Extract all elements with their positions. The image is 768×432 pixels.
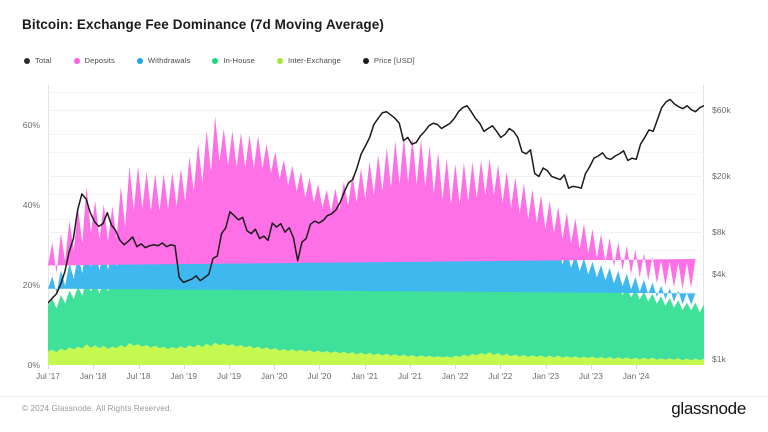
footer-divider xyxy=(0,396,768,397)
x-axis-tick-mark xyxy=(500,365,502,369)
x-axis-tick-label: Jul '21 xyxy=(397,371,422,381)
legend-item-price-usd[interactable]: Price [USD] xyxy=(362,56,415,65)
x-axis-tick-mark xyxy=(93,365,95,369)
x-axis-tick-mark xyxy=(183,365,185,369)
legend-dot-icon xyxy=(212,57,219,64)
x-axis-tick-mark xyxy=(364,365,366,369)
y-axis-right-tick-label: $1k xyxy=(712,353,726,364)
legend-item-label: Deposits xyxy=(84,56,115,65)
x-axis-tick-mark xyxy=(636,365,638,369)
brand-logo: glassnode xyxy=(671,399,746,418)
y-axis-left-tick-label: 60% xyxy=(22,120,40,130)
y-axis-right-tick-label: $60k xyxy=(712,104,731,115)
price-line-series xyxy=(48,99,704,302)
legend-dot-icon xyxy=(362,57,369,64)
stacked-area-chart xyxy=(48,85,704,365)
x-axis-tick-mark xyxy=(590,365,592,369)
x-axis-tick-label: Jul '22 xyxy=(488,371,513,381)
x-axis-tick-mark xyxy=(138,365,140,369)
x-axis-tick-mark xyxy=(455,365,457,369)
x-axis-tick-label: Jan '22 xyxy=(441,371,469,381)
area-series-deposits xyxy=(48,116,696,289)
x-axis-tick-label: Jan '20 xyxy=(260,371,288,381)
legend-item-label: In-House xyxy=(223,56,255,65)
gridline-minor xyxy=(48,134,704,136)
gridline-minor xyxy=(48,92,704,94)
legend-item-withdrawals[interactable]: Withdrawals xyxy=(136,56,191,65)
x-axis-tick-label: Jul '20 xyxy=(307,371,332,381)
x-axis-tick-label: Jan '19 xyxy=(170,371,198,381)
legend-item-in-house[interactable]: In-House xyxy=(212,56,255,65)
x-axis-tick-mark xyxy=(319,365,321,369)
legend-item-label: Withdrawals xyxy=(147,56,191,65)
gridline-minor xyxy=(48,151,704,153)
y-axis-left-tick-label: 20% xyxy=(22,280,40,290)
copyright-text: © 2024 Glassnode. All Rights Reserved. xyxy=(22,404,173,413)
x-axis-tick-mark xyxy=(409,365,411,369)
y-axis-left-tick-label: 40% xyxy=(22,200,40,210)
legend-dot-icon xyxy=(277,57,283,64)
y-axis-right-tick-label: $4k xyxy=(712,269,726,280)
legend-item-inter-exchange[interactable]: Inter-Exchange xyxy=(277,56,341,65)
x-axis-tick-label: Jul '19 xyxy=(217,371,241,381)
x-axis-tick-mark xyxy=(48,365,49,369)
x-axis-tick-label: Jul '18 xyxy=(126,371,151,381)
page-title: Bitcoin: Exchange Fee Dominance (7d Movi… xyxy=(22,17,384,32)
legend-dot-icon xyxy=(24,57,30,64)
legend-dot-icon xyxy=(73,57,80,64)
x-axis-tick-label: Jan '23 xyxy=(532,371,560,381)
x-axis-tick-mark xyxy=(229,365,230,369)
y-axis-right-tick-label: $8k xyxy=(712,227,726,238)
area-series-inter-exchange xyxy=(48,342,704,365)
chart-legend: Total Deposits Withdrawals In-House Inter-Ex… xyxy=(24,56,437,65)
y-axis-left-tick-label: 0% xyxy=(27,360,40,370)
legend-item-label: Inter-Exchange xyxy=(288,56,341,65)
plot-area xyxy=(48,85,704,365)
x-axis-tick-label: Jul '23 xyxy=(578,371,603,381)
x-axis-tick-label: Jan '18 xyxy=(79,371,107,381)
x-axis-tick-label: Jan '21 xyxy=(351,371,379,381)
x-axis-tick-label: Jan '24 xyxy=(622,371,650,381)
x-axis-tick-mark xyxy=(274,365,276,369)
x-axis-tick-mark xyxy=(545,365,547,369)
legend-dot-icon xyxy=(136,57,143,64)
legend-item-label: Total xyxy=(35,56,52,65)
legend-item-total[interactable]: Total xyxy=(24,56,52,65)
legend-item-label: Price [USD] xyxy=(373,56,415,65)
y-axis-right-tick-label: $20k xyxy=(712,171,731,182)
gridline-major xyxy=(48,109,704,111)
x-axis-tick-label: Jul '17 xyxy=(36,371,60,381)
legend-item-deposits[interactable]: Deposits xyxy=(73,56,115,65)
